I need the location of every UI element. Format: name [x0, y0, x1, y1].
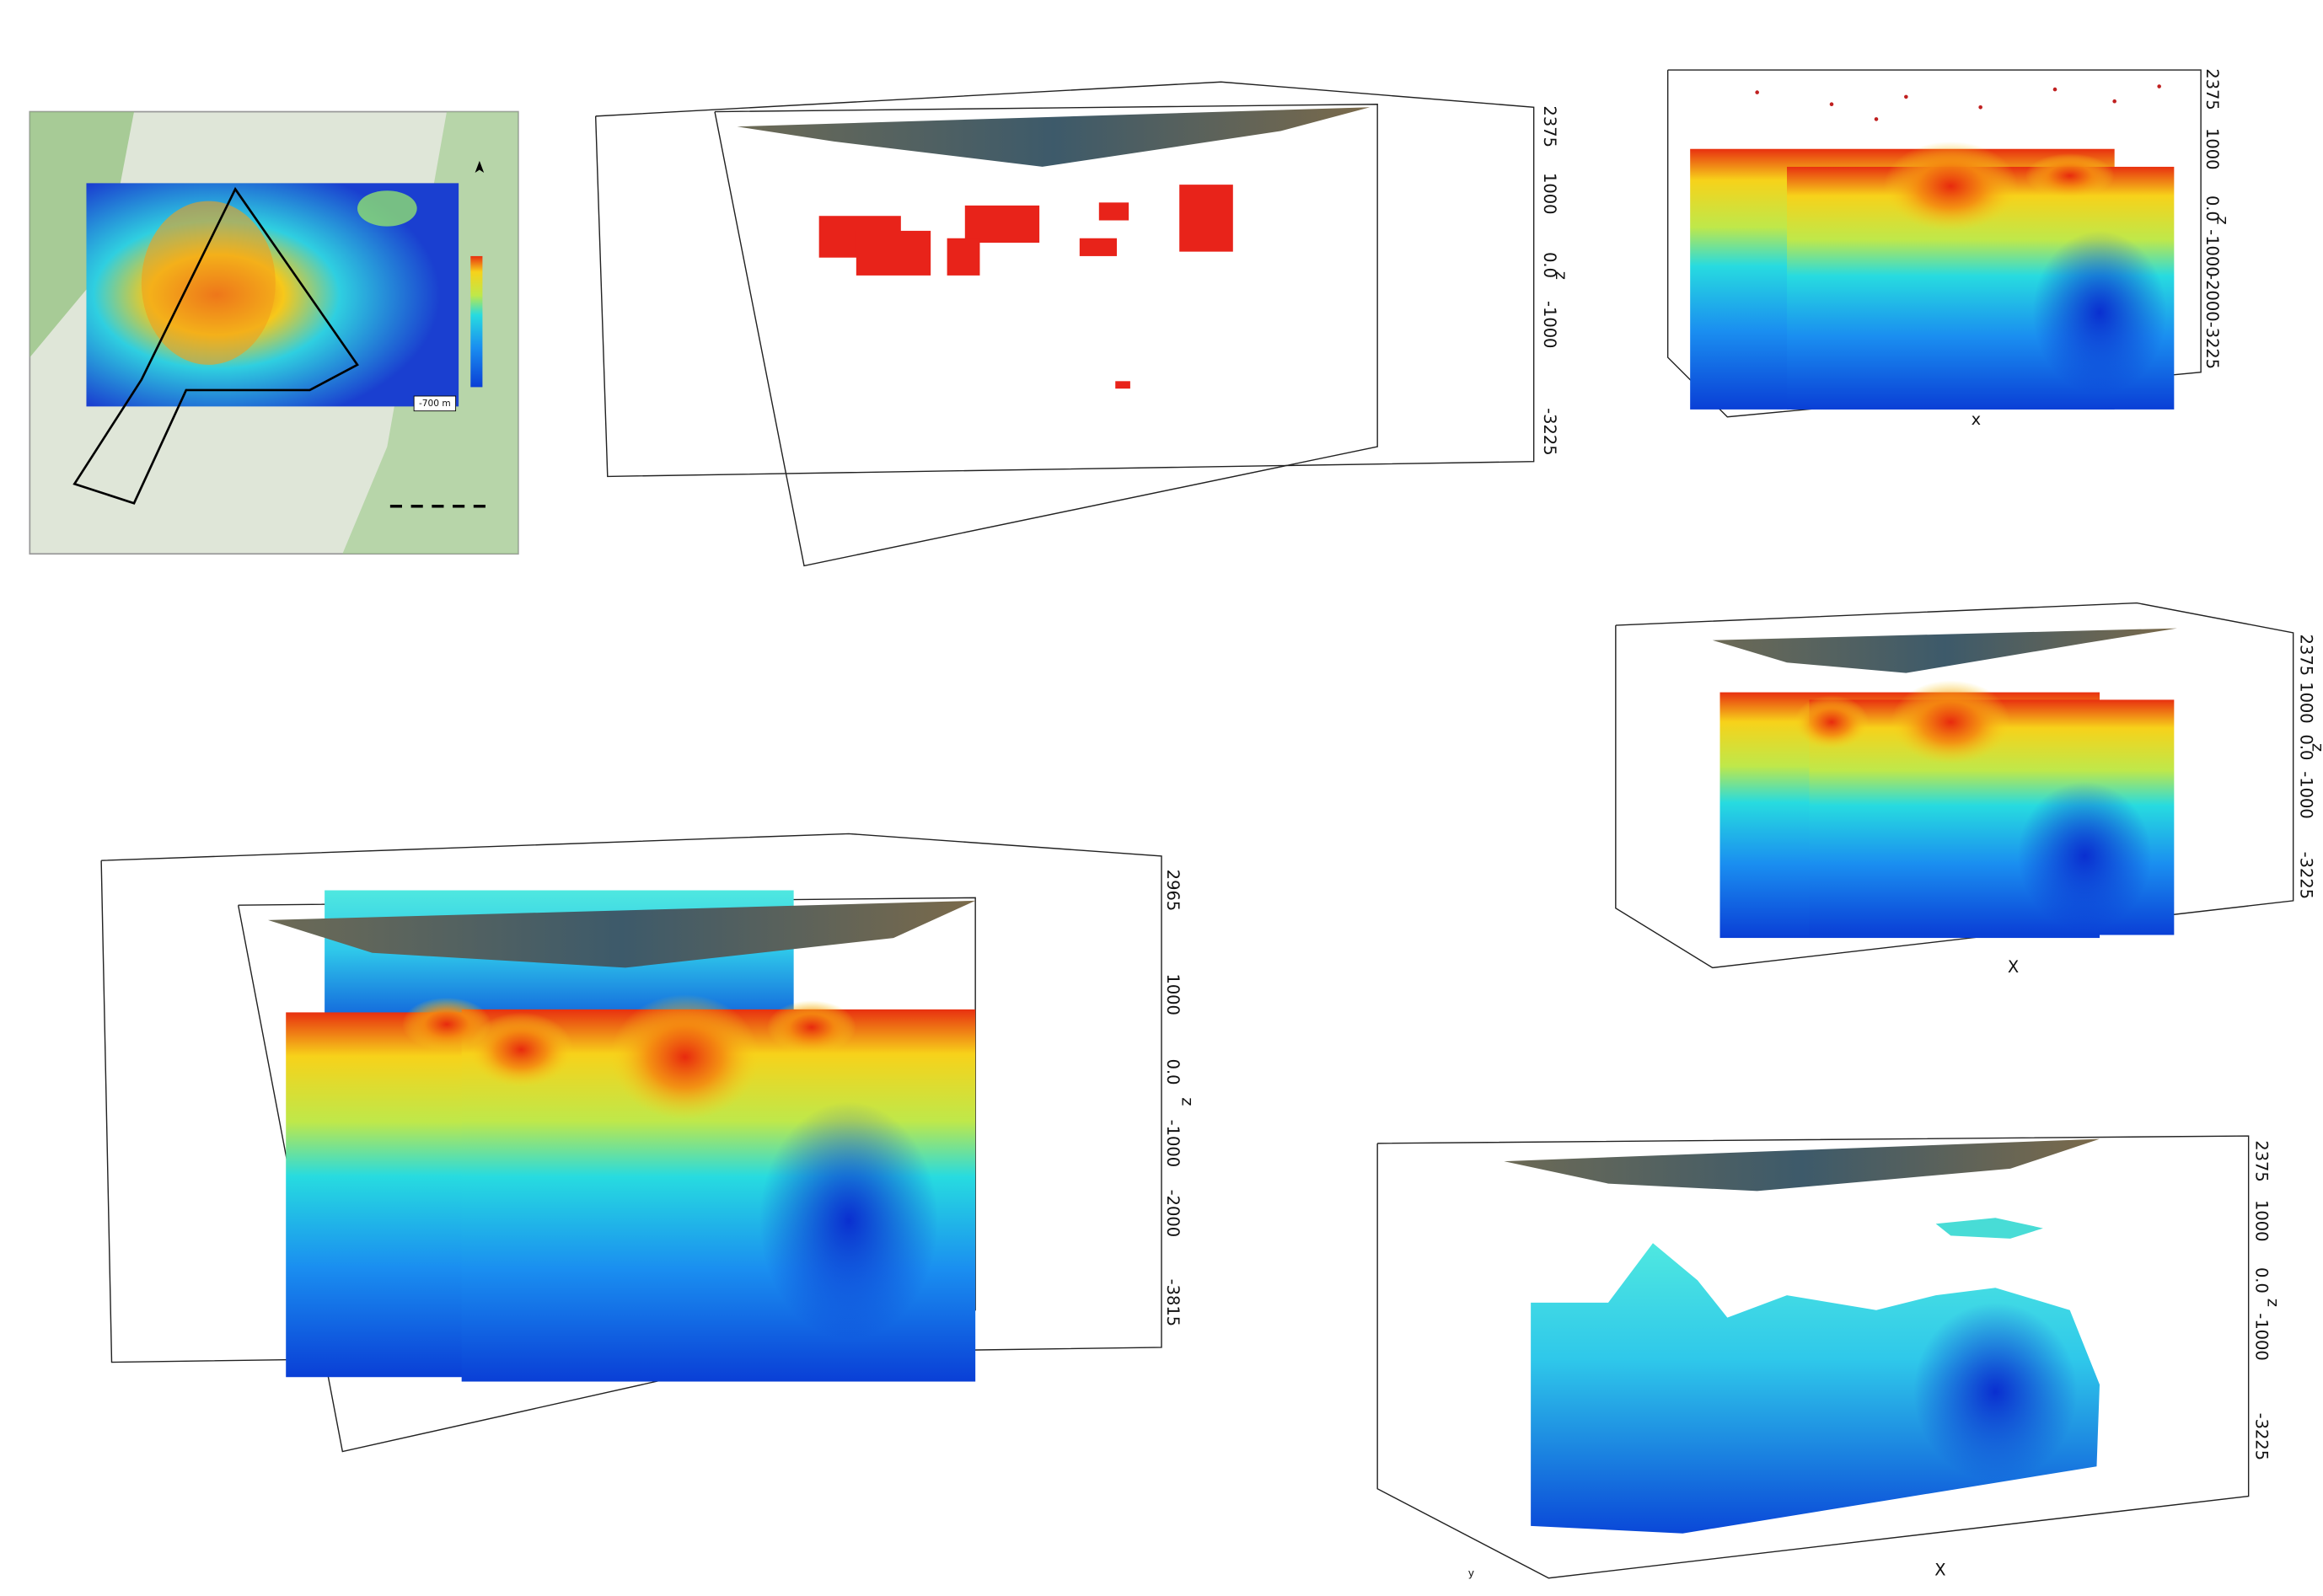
z-axis-label: z	[1552, 271, 1571, 280]
z-tick-label: 0.0	[1163, 1059, 1183, 1085]
x-axis-label: X	[1934, 1560, 1945, 1579]
z-tick-label: -3225	[1540, 408, 1559, 455]
z-tick-label: 2375	[2296, 635, 2315, 676]
z-tick-label: -1000	[2251, 1313, 2271, 1360]
z-axis-label: z	[1178, 1097, 1198, 1106]
x-axis-label: X	[2008, 957, 2019, 977]
z-tick-label: 1000	[1163, 973, 1183, 1015]
panel-2	[1666, 69, 2202, 418]
z-axis-label: z	[2263, 1299, 2283, 1307]
map-panel: -700 m	[29, 110, 519, 555]
z-tick-label: -1000	[2202, 229, 2222, 276]
y-axis-label: y	[1468, 1567, 1474, 1579]
z-tick-label: 1000	[2251, 1200, 2271, 1241]
z-tick-label: 0.0	[1540, 252, 1559, 278]
panel-1	[594, 81, 1535, 567]
z-tick-label: 1000	[1540, 173, 1559, 214]
z-tick-label: 0.0	[2251, 1267, 2271, 1293]
panel-4	[100, 833, 1162, 1453]
z-tick-label: 2965	[1163, 870, 1183, 911]
z-tick-label: 2375	[2251, 1140, 2271, 1181]
panel-5	[1376, 1135, 2250, 1579]
z-tick-label: 0.0	[2296, 734, 2315, 760]
z-tick-label: 0.0	[2202, 195, 2222, 222]
z-tick-label: -3225	[2251, 1413, 2271, 1460]
map-scale-label: -700 m	[419, 399, 451, 409]
z-tick-label: 1000	[2296, 682, 2315, 723]
z-tick-label: -1000	[1540, 301, 1559, 348]
z-tick-label: 2375	[2202, 68, 2222, 110]
z-tick-label: -3225	[2296, 852, 2315, 899]
z-tick-label: -3815	[1163, 1279, 1183, 1326]
z-tick-label: -1000	[1163, 1120, 1183, 1167]
z-tick-label: 2375	[1540, 106, 1559, 147]
z-tick-label: -3225	[2202, 322, 2222, 369]
z-tick-label: -2000	[2202, 274, 2222, 321]
z-axis-label: z	[2308, 743, 2323, 752]
z-tick-label: 1000	[2202, 128, 2222, 169]
z-tick-label: -2000	[1163, 1190, 1183, 1237]
x-axis-label: x	[1972, 410, 1981, 429]
z-axis-label: z	[2213, 216, 2232, 224]
panel-3	[1615, 602, 2294, 969]
z-tick-label: -1000	[2296, 771, 2315, 818]
